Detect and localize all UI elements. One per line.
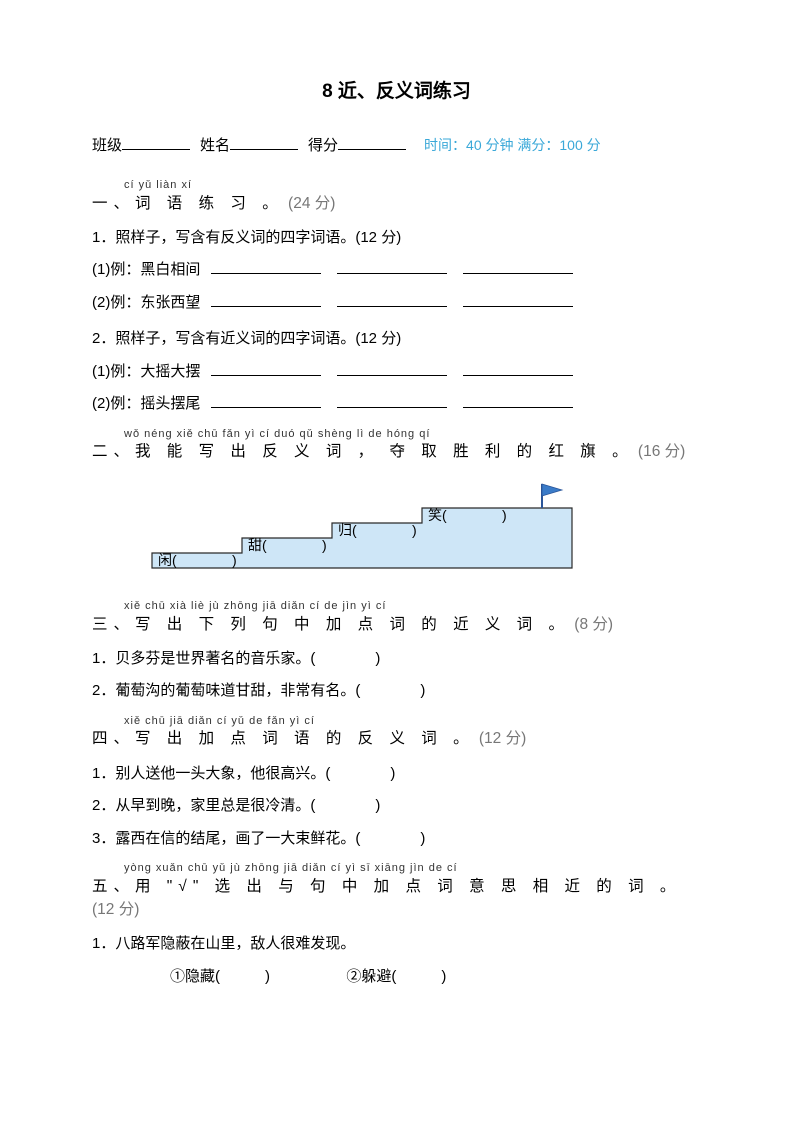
s1-q2b: (2)例：摇头摆尾 (92, 393, 701, 416)
section-1-head-text: 一、词 语 练 习 。 (92, 195, 284, 212)
name-label: 姓名 (200, 135, 230, 158)
s5-opt2[interactable]: ②躲避( ) (346, 968, 446, 985)
section-3-head: 三、写 出 下 列 句 中 加 点 词 的 近 义 词 。 (8 分) (92, 613, 701, 636)
section-1-points: (24 分) (288, 195, 335, 212)
stair-paren-1: ) (322, 537, 327, 553)
stair-paren-2: ) (412, 522, 417, 538)
score-label: 得分 (308, 135, 338, 158)
blank[interactable] (211, 362, 321, 376)
s4-q1: 1．别人送他一头大象，他很高兴。( ) (92, 763, 701, 786)
s1-q2a: (1)例：大摇大摆 (92, 361, 701, 384)
s1-q1b: (2)例：东张西望 (92, 292, 701, 315)
section-4: xiě chū jiā diǎn cí yǔ de fǎn yì cí 四、写 … (92, 713, 701, 850)
stair-paren-0: ) (232, 552, 237, 568)
section-1: cí yǔ liàn xí 一、词 语 练 习 。 (24 分) 1．照样子，写… (92, 177, 701, 416)
stair-label-2: 归( (338, 522, 357, 538)
class-blank[interactable] (122, 136, 190, 150)
s1-q1: 1．照样子，写含有反义词的四字词语。(12 分) (92, 227, 701, 250)
blank[interactable] (337, 362, 447, 376)
s1-q1b-text: (2)例：东张西望 (92, 294, 200, 311)
s5-opt1[interactable]: ①隐藏( ) (170, 968, 270, 985)
section-1-head: 一、词 语 练 习 。 (24 分) (92, 192, 701, 215)
section-3: xiě chū xià liè jù zhōng jiā diǎn cí de … (92, 598, 701, 703)
section-4-head: 四、写 出 加 点 词 语 的 反 义 词 。 (12 分) (92, 727, 701, 750)
stair-label-0: 闲( (158, 552, 177, 568)
blank[interactable] (337, 394, 447, 408)
section-5-head-text: 五、用 "√" 选 出 与 句 中 加 点 词 意 思 相 近 的 词 。 (92, 878, 681, 895)
stair-paren-3: ) (502, 507, 507, 523)
s5-q1: 1．八路军隐蔽在山里，敌人很难发现。 (92, 933, 701, 956)
s1-q2: 2．照样子，写含有近义词的四字词语。(12 分) (92, 328, 701, 351)
s3-q2: 2．葡萄沟的葡萄味道甘甜，非常有名。( ) (92, 680, 701, 703)
s1-q1a: (1)例：黑白相间 (92, 259, 701, 282)
class-label: 班级 (92, 135, 122, 158)
blank[interactable] (211, 293, 321, 307)
s4-q2: 2．从早到晚，家里总是很冷清。( ) (92, 795, 701, 818)
section-2: wǒ néng xiě chū fǎn yì cí duó qǔ shèng l… (92, 426, 701, 580)
section-5-points: (12 分) (92, 901, 139, 918)
page-title: 8 近、反义词练习 (92, 78, 701, 107)
section-4-points: (12 分) (479, 730, 526, 747)
blank[interactable] (211, 394, 321, 408)
name-blank[interactable] (230, 136, 298, 150)
section-3-head-text: 三、写 出 下 列 句 中 加 点 词 的 近 义 词 。 (92, 616, 570, 633)
stair-label-3: 笑( (428, 507, 447, 523)
blank[interactable] (463, 394, 573, 408)
header-row: 班级 姓名 得分 时间：40 分钟 满分：100 分 (92, 135, 701, 158)
score-blank[interactable] (338, 136, 406, 150)
s1-q2a-text: (1)例：大摇大摆 (92, 363, 200, 380)
section-5-head: 五、用 "√" 选 出 与 句 中 加 点 词 意 思 相 近 的 词 。 (1… (92, 875, 701, 922)
blank[interactable] (463, 362, 573, 376)
time-note: 时间：40 分钟 满分：100 分 (424, 135, 601, 156)
stair-label-1: 甜( (248, 537, 267, 553)
blank[interactable] (337, 293, 447, 307)
s1-q2b-text: (2)例：摇头摆尾 (92, 395, 200, 412)
section-2-points: (16 分) (638, 443, 685, 460)
s4-q3: 3．露西在信的结尾，画了一大束鲜花。( ) (92, 828, 701, 851)
section-3-points: (8 分) (574, 616, 613, 633)
blank[interactable] (463, 293, 573, 307)
s1-q1a-text: (1)例：黑白相间 (92, 261, 200, 278)
section-2-head: 二、我 能 写 出 反 义 词 ， 夺 取 胜 利 的 红 旗 。 (16 分) (92, 440, 701, 463)
s3-q1: 1．贝多芬是世界著名的音乐家。( ) (92, 648, 701, 671)
blank[interactable] (211, 260, 321, 274)
blank[interactable] (337, 260, 447, 274)
section-5: yòng xuǎn chū yǔ jù zhōng jiā diǎn cí yì… (92, 860, 701, 988)
stairs-svg: 闲( 甜( 归( 笑( ) ) ) ) (142, 478, 582, 573)
stairs-diagram: 闲( 甜( 归( 笑( ) ) ) ) (142, 478, 701, 581)
blank[interactable] (463, 260, 573, 274)
section-2-head-text: 二、我 能 写 出 反 义 词 ， 夺 取 胜 利 的 红 旗 。 (92, 443, 634, 460)
s5-options: ①隐藏( ) ②躲避( ) (170, 966, 701, 989)
section-4-head-text: 四、写 出 加 点 词 语 的 反 义 词 。 (92, 730, 475, 747)
flag-icon (542, 484, 562, 496)
